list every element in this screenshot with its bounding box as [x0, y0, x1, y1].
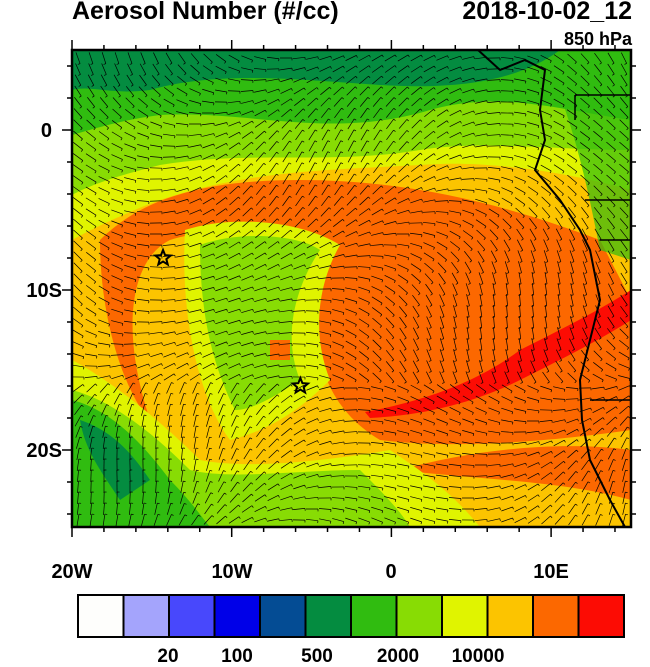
colorbar: [77, 594, 625, 638]
coastline: [477, 50, 626, 527]
colorbar-swatch: [532, 594, 580, 638]
colorbar-swatch: [350, 594, 398, 638]
colorbar-label: 100: [221, 646, 253, 667]
colorbar-swatch: [168, 594, 216, 638]
concentration-field: [72, 50, 631, 527]
plot-date: 2018-10-02_12: [462, 0, 632, 25]
lat-label: 10S: [26, 280, 62, 302]
map-frame: [70, 48, 633, 529]
colorbar-swatch: [213, 594, 261, 638]
colorbar-swatch: [259, 594, 307, 638]
colorbar-swatch: [304, 594, 352, 638]
wind-barbs: [72, 52, 631, 526]
country-borders: [574, 94, 631, 401]
axis-ticks: [62, 40, 641, 537]
site-marker-star-icon: [152, 247, 174, 267]
lat-label: 0: [41, 120, 52, 142]
colorbar-swatch: [77, 594, 125, 638]
colorbar-swatch: [441, 594, 489, 638]
lat-label: 20S: [26, 440, 62, 462]
colorbar-swatch: [486, 594, 534, 638]
pressure-level: 850 hPa: [563, 29, 632, 49]
colorbar-label: 2000: [377, 646, 419, 667]
colorbar-label: 500: [301, 646, 333, 667]
colorbar-swatch: [122, 594, 170, 638]
site-marker-star-icon: [290, 375, 311, 395]
lon-label: 0: [385, 561, 396, 583]
lon-label: 10E: [533, 561, 569, 583]
colorbar-swatch: [577, 594, 625, 638]
lon-label: 20W: [51, 561, 92, 583]
plot-title: Aerosol Number (#/cc): [72, 0, 339, 25]
lon-label: 10W: [211, 561, 252, 583]
colorbar-label: 10000: [452, 646, 505, 667]
colorbar-swatch: [395, 594, 443, 638]
colorbar-label: 20: [157, 646, 178, 667]
